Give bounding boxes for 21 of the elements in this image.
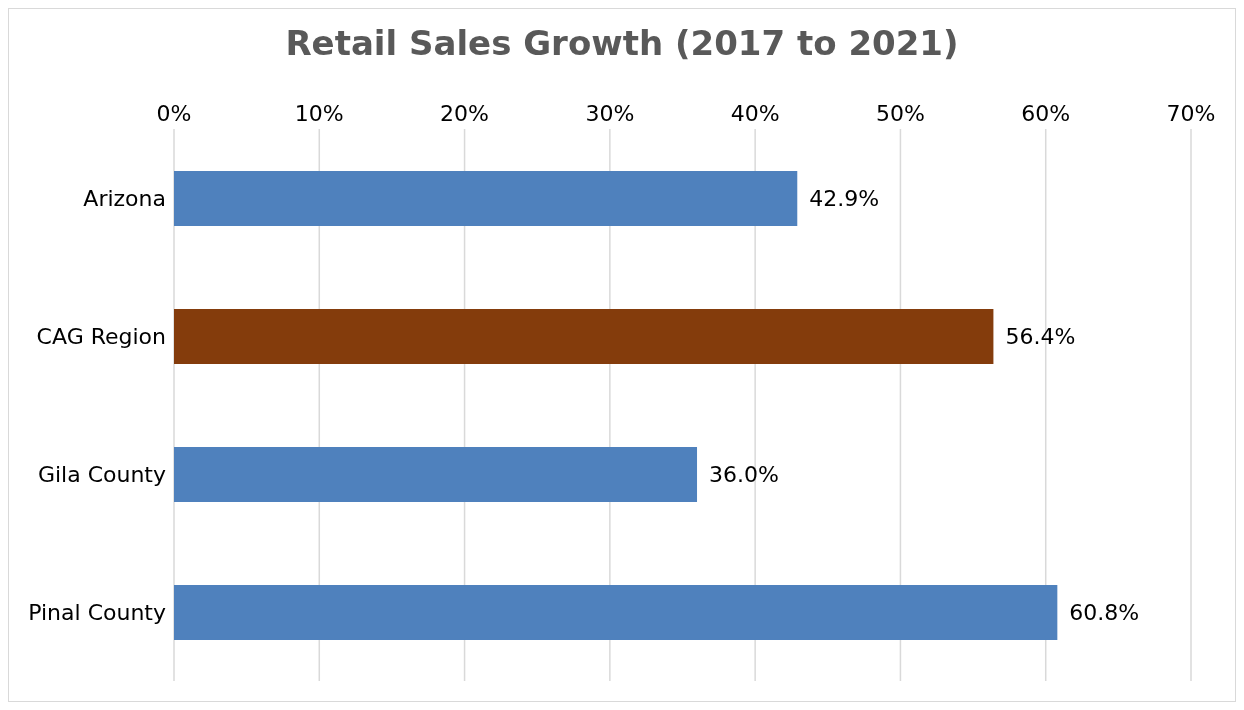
y-tick-label: CAG Region <box>36 323 166 349</box>
chart-title: Retail Sales Growth (2017 to 2021) <box>284 23 960 63</box>
bar <box>174 171 798 226</box>
y-tick-label: Arizona <box>83 185 166 211</box>
data-label: 42.9% <box>809 186 880 211</box>
y-tick-label: Pinal County <box>28 599 166 625</box>
data-label: 60.8% <box>1069 600 1140 625</box>
x-tick-label: 10% <box>294 101 344 126</box>
bar <box>174 585 1058 640</box>
x-tick-label: 60% <box>1021 101 1071 126</box>
data-label: 36.0% <box>709 462 779 487</box>
bar <box>174 447 698 502</box>
x-tick-label: 30% <box>585 101 635 126</box>
x-tick-label: 0% <box>156 101 192 126</box>
x-tick-label: 40% <box>730 101 780 126</box>
x-tick-label: 20% <box>440 101 490 126</box>
x-tick-label: 70% <box>1166 101 1216 126</box>
data-label: 56.4% <box>1005 324 1076 349</box>
bar <box>174 309 994 364</box>
x-tick-label: 50% <box>875 101 925 126</box>
y-tick-label: Gila County <box>37 461 166 487</box>
